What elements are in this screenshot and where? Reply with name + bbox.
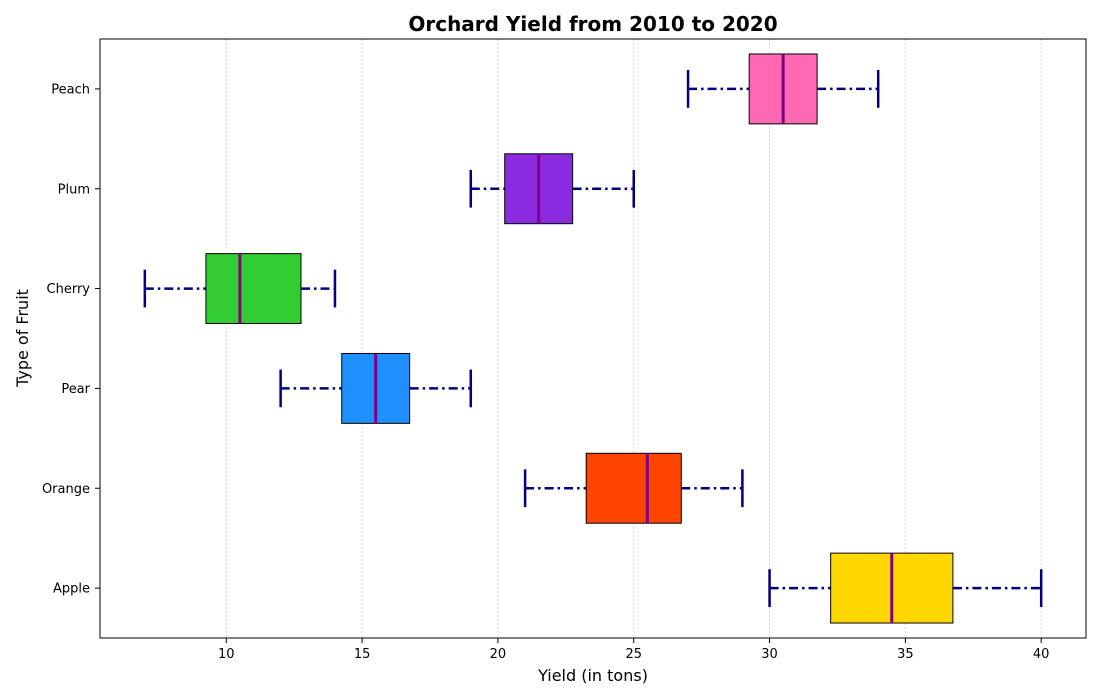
- x-tick-label: 25: [625, 647, 642, 662]
- y-axis-label: Type of Fruit: [13, 289, 32, 388]
- x-tick-label: 15: [354, 647, 371, 662]
- chart-title: Orchard Yield from 2010 to 2020: [408, 12, 777, 36]
- y-tick-label: Plum: [58, 182, 90, 197]
- y-tick-label: Peach: [51, 82, 90, 97]
- x-axis: 10 15 20 25 30 35 40: [218, 638, 1049, 662]
- box-iqr: [585, 452, 682, 524]
- y-tick-label: Cherry: [47, 282, 91, 297]
- boxes: [143, 53, 1043, 624]
- plot-frame: [99, 38, 1087, 639]
- x-tick-label: 20: [490, 647, 507, 662]
- x-tick-label: 30: [761, 647, 778, 662]
- box-orange: [523, 452, 744, 524]
- box-cherry: [143, 253, 337, 325]
- x-tick-label: 35: [897, 647, 914, 662]
- box-pear: [279, 352, 473, 424]
- box-apple: [768, 552, 1043, 624]
- y-tick-label: Pear: [61, 382, 90, 397]
- y-axis: Apple Orange Pear Cherry Plum Peach: [42, 82, 100, 597]
- y-tick-label: Orange: [42, 482, 90, 497]
- box-peach: [686, 53, 880, 125]
- box-iqr: [205, 253, 302, 325]
- x-tick-label: 40: [1033, 647, 1050, 662]
- y-tick-label: Apple: [53, 582, 90, 597]
- x-axis-label: Yield (in tons): [537, 666, 648, 685]
- grid-lines: [225, 39, 1042, 638]
- box-plum: [469, 153, 635, 225]
- x-tick-label: 10: [218, 647, 235, 662]
